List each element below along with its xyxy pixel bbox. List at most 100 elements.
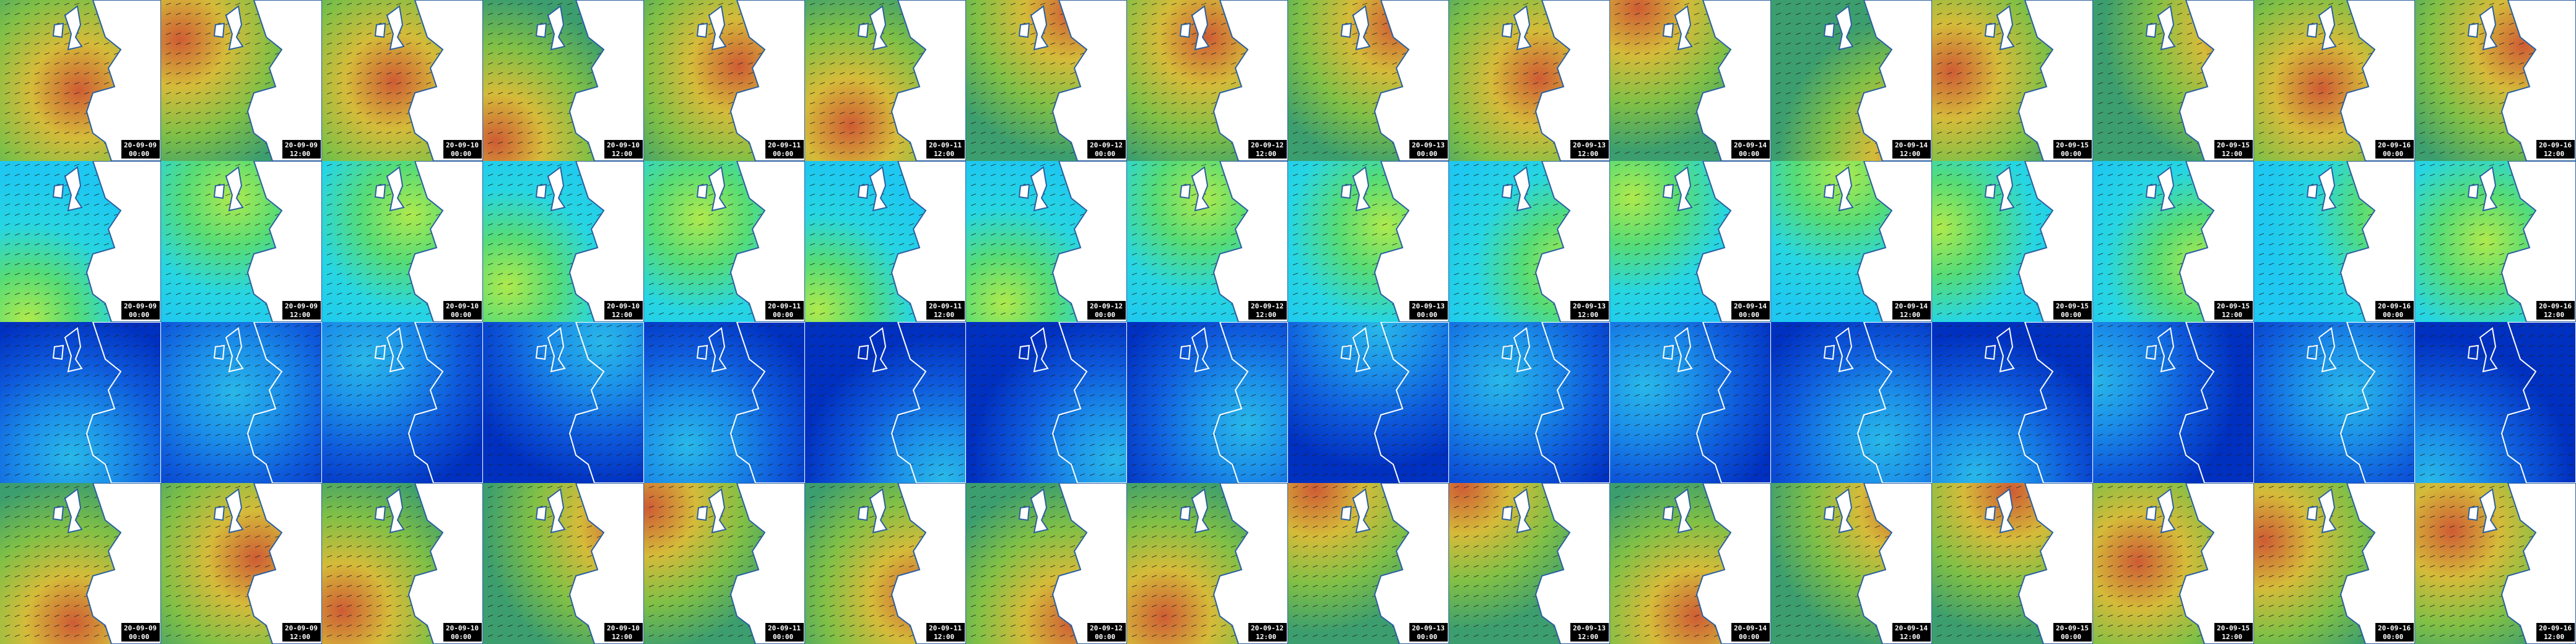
wind-arrow [14,92,20,95]
wind-arrow [567,131,573,134]
wind-arrow [728,52,734,55]
wind-arrow [4,253,11,256]
wind-arrow [84,141,90,144]
wind-arrow [2288,22,2294,25]
wind-arrow [1976,151,1982,154]
wind-arrow [970,12,977,15]
wind-arrow [84,72,90,75]
wind-arrow [2479,52,2485,55]
wind-arrow [1664,111,1670,115]
wind-arrow [2127,141,2133,144]
wind-arrow [44,92,50,95]
wind-arrow [1391,72,1398,75]
wind-arrow [14,312,20,315]
wind-arrow [1191,111,1197,115]
wind-arrow [1020,92,1026,95]
wind-arrow [34,12,40,15]
wind-arrow [2137,2,2143,6]
wind-arrow [1815,151,1821,154]
wind-arrow [165,141,172,144]
wind-arrow [1815,32,1821,35]
wind-arrow [1785,151,1791,154]
wind-arrow [44,72,50,75]
wind-arrow [74,292,80,295]
wind-arrow [688,52,694,55]
wind-arrow [205,203,211,206]
wind-arrow [2097,12,2104,15]
wind-arrow [14,213,20,216]
wind-arrow [2016,141,2022,144]
wind-arrow [586,42,593,45]
wind-arrow [1141,12,1147,15]
wind-arrow [185,111,191,115]
wind-arrow [1352,121,1358,124]
wind-arrow [24,102,30,105]
wind-arrow [366,92,372,95]
wind-arrow [879,141,885,144]
wind-arrow [1131,42,1138,45]
wind-arrow [2147,141,2153,144]
wind-arrow [1141,62,1147,65]
wind-arrow [1644,22,1650,25]
wind-arrow [1865,72,1871,75]
wind-arrow [859,62,865,65]
wind-arrow [1211,72,1217,75]
wind-arrow [1171,141,1177,144]
wind-arrow [1644,42,1650,45]
wind-arrow [889,102,895,105]
wind-arrow [1453,102,1460,105]
wind-arrow [1634,72,1640,75]
wind-arrow [1946,22,1952,25]
wind-arrow [537,151,543,154]
wind-arrow [849,52,855,55]
wind-arrow [235,302,241,305]
wind-arrow [1010,12,1016,15]
wind-arrow [24,82,30,85]
wind-arrow [1654,121,1660,124]
wind-arrow [809,102,816,105]
wind-arrow [1704,52,1710,55]
wind-arrow [2117,82,2123,85]
wind-arrow [577,52,583,55]
wind-arrow [809,32,816,35]
wind-arrow [1795,62,1801,65]
wind-arrow [1483,131,1489,134]
wind-arrow [980,82,986,85]
wind-arrow [44,203,50,206]
wind-arrow [195,272,201,276]
wind-arrow [84,193,90,196]
land [1534,0,1610,161]
wind-arrow [94,312,100,315]
wind-arrow [165,12,172,15]
wind-arrow [64,102,70,105]
wind-arrow [4,72,11,75]
wind-arrow [1141,72,1147,75]
wind-arrow [1664,12,1670,15]
wind-arrow [406,92,412,95]
wind-arrow [1956,52,1962,55]
wind-arrow [839,42,845,45]
wind-arrow [416,32,422,35]
wind-arrow [2298,141,2304,144]
wind-arrow [2137,12,2143,15]
wind-arrow [185,263,191,266]
wind-arrow [2479,32,2485,35]
wind-arrow [1362,141,1368,144]
wind-arrow [195,292,201,295]
wind-arrow [2097,72,2104,75]
wind-arrow [84,292,90,295]
wind-arrow [1463,121,1469,124]
wind-arrow [2479,72,2485,75]
wind-arrow [94,32,100,35]
wind-arrow [2429,32,2435,35]
wind-arrow [195,121,201,124]
wind-arrow [1342,92,1348,95]
wind-arrow [2318,62,2324,65]
date-label: 20-09-11 [768,141,801,149]
wind-arrow [103,213,110,216]
wind-arrow [1382,151,1388,154]
wind-arrow [1785,111,1791,115]
wind-arrow [980,111,986,115]
wind-arrow [175,141,181,144]
wind-arrow [1453,52,1460,55]
